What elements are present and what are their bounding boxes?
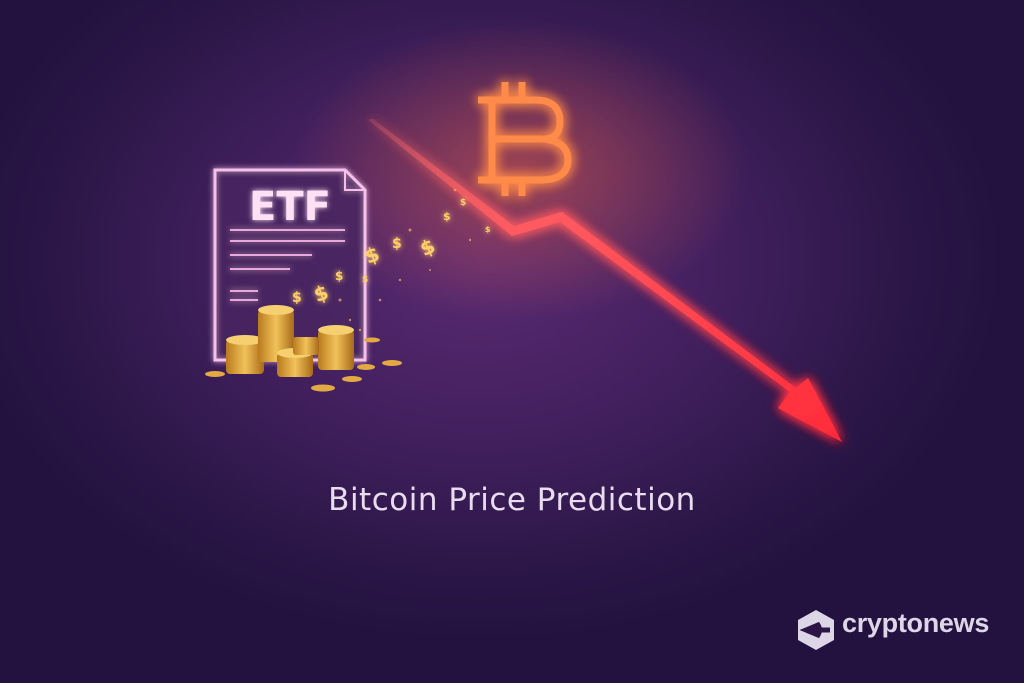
coin-stack-icon — [205, 305, 402, 392]
svg-text:$: $ — [392, 236, 402, 252]
headline: Bitcoin Price Prediction — [328, 482, 696, 518]
svg-text:$: $ — [460, 198, 466, 208]
cryptonews-logo-icon — [798, 610, 834, 650]
down-trend-arrow-icon — [368, 118, 842, 442]
cryptonews-logo: cryptonews — [796, 608, 989, 639]
svg-text:$: $ — [443, 210, 451, 223]
svg-text:$: $ — [292, 290, 302, 306]
svg-text:$: $ — [362, 275, 368, 285]
svg-text:$: $ — [335, 269, 343, 283]
logo-text: cryptonews — [842, 608, 990, 638]
bitcoin-icon — [478, 82, 572, 196]
etf-document-icon — [213, 168, 367, 362]
etf-label: ETF — [249, 184, 331, 230]
svg-text:$: $ — [485, 225, 491, 234]
